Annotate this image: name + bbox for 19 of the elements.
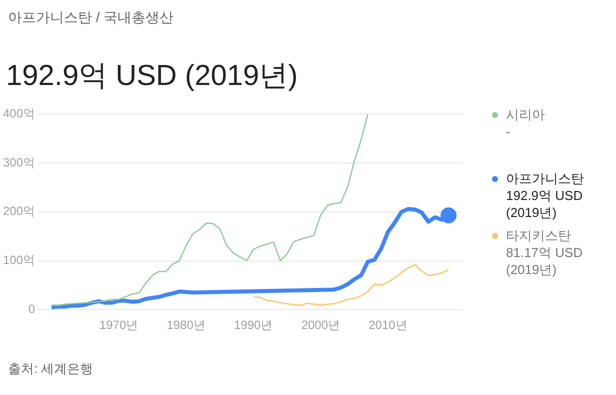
- y-tick-label: 100억: [2, 253, 36, 268]
- text: 192.9억 USD (2019년): [506, 187, 584, 221]
- text: 81.17억 USD (2019년): [506, 244, 584, 278]
- x-tick-label: 1970년: [99, 318, 138, 332]
- chart-subtitle: 아프가니스탄 / 국내총생산: [8, 9, 174, 27]
- y-tick-label: 300억: [2, 155, 36, 170]
- y-tick-label: 0: [28, 302, 36, 316]
- legend-label: 시리아: [506, 106, 545, 123]
- legend-label: 타지키스탄: [506, 227, 572, 244]
- x-tick-label: 1980년: [166, 318, 206, 332]
- y-tick-label: 200억: [2, 204, 36, 218]
- x-tick-label: 2000년: [301, 318, 340, 332]
- source-note: 출처: 세계은행: [8, 360, 94, 378]
- chart-title: 192.9억 USD (2019년): [6, 59, 298, 94]
- y-tick-label: 400억: [2, 106, 36, 121]
- x-tick-label: 2010년: [368, 318, 408, 332]
- text: -: [506, 123, 512, 140]
- x-tick-label: 1990년: [234, 318, 273, 332]
- legend-label: 아프가니스탄: [506, 170, 585, 187]
